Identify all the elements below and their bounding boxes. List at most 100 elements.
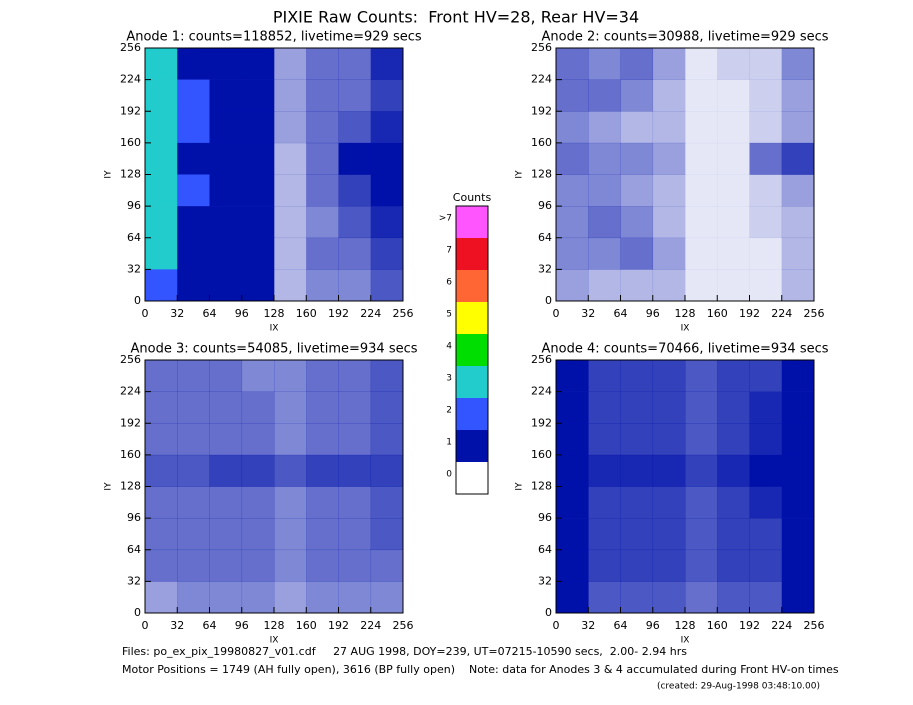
y-tick-label: 128 — [531, 168, 552, 181]
x-tick-label: 64 — [614, 619, 628, 632]
colorbar-swatch — [456, 366, 488, 398]
x-tick-label: 96 — [235, 619, 249, 632]
heat-cell — [177, 391, 210, 424]
colorbar-label: 6 — [446, 278, 452, 288]
x-tick-label: 32 — [581, 307, 595, 320]
y-tick-label: 128 — [120, 168, 141, 181]
heat-cell — [652, 48, 686, 80]
heat-cell — [241, 174, 275, 207]
heat-cell — [620, 206, 654, 239]
heat-cell — [274, 111, 307, 144]
heat-cell — [588, 111, 621, 144]
heat-cell — [145, 423, 178, 456]
y-tick-label: 96 — [127, 199, 141, 212]
y-tick-label: 32 — [538, 574, 552, 587]
heat-cell — [274, 237, 307, 270]
heat-cell — [717, 423, 750, 456]
y-tick-label: 256 — [531, 353, 552, 366]
heat-cell — [209, 391, 243, 424]
heat-cell — [209, 486, 243, 519]
heat-cell — [145, 237, 178, 270]
heat-cell — [556, 79, 589, 112]
heat-cell — [588, 423, 621, 456]
heat-cell — [241, 549, 275, 582]
heat-cell — [588, 174, 621, 207]
heat-cell — [338, 423, 372, 456]
y-tick-label: 224 — [120, 385, 141, 398]
heat-cell — [685, 486, 718, 519]
heat-cell — [556, 237, 589, 270]
heat-cell — [620, 79, 654, 112]
heat-cell — [177, 206, 210, 239]
panel-title: Anode 4: counts=70466, livetime=934 secs — [541, 342, 828, 357]
heat-cell — [306, 486, 339, 519]
heat-cell — [306, 237, 339, 270]
heat-cell — [370, 48, 404, 80]
heat-cell — [620, 391, 654, 424]
heat-cell — [717, 269, 750, 302]
y-tick-label: 160 — [120, 448, 141, 461]
heat-cell — [145, 206, 178, 239]
heat-cell — [620, 237, 654, 270]
heat-cell — [685, 48, 718, 80]
heat-cell — [177, 111, 210, 144]
heat-cell — [620, 549, 654, 582]
heat-cell — [306, 142, 339, 175]
heat-cell — [781, 549, 815, 582]
heat-cell — [556, 518, 589, 551]
x-tick-label: 64 — [203, 619, 217, 632]
heat-cell — [717, 237, 750, 270]
colorbar-swatch — [456, 302, 488, 334]
heat-cell — [781, 423, 815, 456]
heat-cell — [781, 79, 815, 112]
heat-cell — [145, 142, 178, 175]
heat-cell — [338, 142, 372, 175]
heat-cell — [209, 111, 243, 144]
heat-cell — [749, 360, 783, 392]
colorbar-swatch — [456, 430, 488, 462]
heat-cell — [749, 142, 783, 175]
x-tick-label: 160 — [707, 619, 728, 632]
x-tick-label: 32 — [170, 307, 184, 320]
y-tick-label: 256 — [120, 41, 141, 54]
heat-cell — [685, 111, 718, 144]
heat-cell — [145, 391, 178, 424]
heat-cell — [781, 237, 815, 270]
heat-cell — [556, 454, 589, 487]
heat-cell — [556, 142, 589, 175]
heat-cell — [370, 237, 404, 270]
heat-cell — [717, 142, 750, 175]
x-tick-label: 32 — [581, 619, 595, 632]
heat-cell — [620, 360, 654, 392]
colorbar-swatch — [456, 238, 488, 270]
footer-line: Files: po_ex_pix_19980827_v01.cdf 27 AUG… — [122, 645, 687, 658]
heat-cell — [588, 486, 621, 519]
heat-cell — [338, 581, 372, 614]
heat-cell — [620, 518, 654, 551]
y-tick-label: 224 — [531, 73, 552, 86]
heat-cell — [781, 206, 815, 239]
heat-cell — [717, 360, 750, 392]
x-axis-label: IX — [681, 324, 690, 334]
heat-cell — [685, 391, 718, 424]
heat-cell — [749, 581, 783, 614]
x-tick-label: 256 — [393, 619, 414, 632]
footer-note: (created: 29-Aug-1998 03:48:10.00) — [657, 682, 820, 692]
heat-cell — [652, 206, 686, 239]
heat-cell — [338, 237, 372, 270]
x-tick-label: 192 — [328, 307, 349, 320]
heat-cell — [717, 79, 750, 112]
y-tick-label: 0 — [545, 606, 552, 619]
heat-cell — [338, 518, 372, 551]
heat-cell — [620, 174, 654, 207]
panel-title: Anode 1: counts=118852, livetime=929 sec… — [126, 30, 422, 45]
heat-cell — [685, 79, 718, 112]
heat-cell — [338, 111, 372, 144]
heat-cell — [241, 518, 275, 551]
x-tick-label: 96 — [646, 619, 660, 632]
x-tick-label: 128 — [264, 619, 285, 632]
heat-cell — [177, 174, 210, 207]
x-axis-label: IX — [681, 636, 690, 646]
heat-cell — [145, 486, 178, 519]
heat-cell — [370, 486, 404, 519]
